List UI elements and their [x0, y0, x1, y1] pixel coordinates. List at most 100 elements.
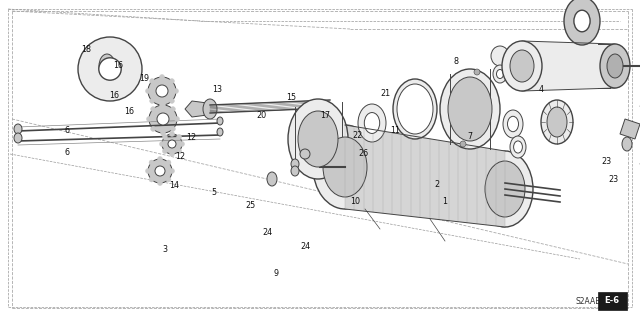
Text: 2: 2: [434, 180, 439, 189]
Ellipse shape: [166, 177, 171, 182]
Ellipse shape: [99, 54, 115, 78]
Ellipse shape: [150, 107, 156, 112]
Ellipse shape: [159, 142, 164, 146]
Ellipse shape: [170, 168, 175, 174]
Ellipse shape: [393, 79, 437, 139]
Text: 24: 24: [301, 242, 311, 251]
Ellipse shape: [163, 149, 168, 153]
Ellipse shape: [157, 113, 169, 125]
Text: 11: 11: [390, 126, 401, 135]
Ellipse shape: [177, 134, 182, 139]
Ellipse shape: [541, 100, 573, 144]
Ellipse shape: [510, 50, 534, 82]
Ellipse shape: [99, 58, 121, 80]
Ellipse shape: [157, 157, 163, 161]
Ellipse shape: [291, 159, 299, 169]
Ellipse shape: [477, 151, 533, 227]
Ellipse shape: [440, 69, 500, 149]
Ellipse shape: [148, 77, 176, 105]
FancyBboxPatch shape: [598, 292, 627, 309]
Ellipse shape: [150, 78, 155, 84]
Ellipse shape: [217, 117, 223, 125]
Ellipse shape: [564, 0, 600, 45]
Ellipse shape: [145, 88, 150, 93]
Text: 3: 3: [163, 245, 168, 254]
Ellipse shape: [493, 65, 507, 83]
Ellipse shape: [514, 141, 522, 153]
Ellipse shape: [168, 140, 176, 148]
Ellipse shape: [161, 102, 166, 108]
Polygon shape: [185, 101, 215, 117]
Ellipse shape: [170, 152, 175, 157]
Text: 17: 17: [320, 111, 330, 120]
Ellipse shape: [497, 70, 504, 78]
Text: 24: 24: [262, 228, 273, 237]
Ellipse shape: [403, 93, 427, 125]
Text: 6: 6: [65, 148, 70, 157]
Text: 7: 7: [468, 132, 473, 141]
Ellipse shape: [491, 46, 509, 66]
Ellipse shape: [364, 113, 380, 133]
Ellipse shape: [607, 54, 623, 78]
Text: 5: 5: [212, 188, 217, 197]
Text: 10: 10: [350, 197, 360, 206]
Ellipse shape: [179, 142, 184, 146]
Ellipse shape: [149, 177, 154, 182]
Text: 12: 12: [175, 152, 186, 161]
Polygon shape: [345, 125, 505, 227]
Ellipse shape: [485, 161, 525, 217]
Ellipse shape: [14, 133, 22, 143]
Ellipse shape: [173, 88, 179, 93]
Ellipse shape: [574, 10, 590, 32]
Ellipse shape: [14, 124, 22, 134]
Ellipse shape: [170, 131, 175, 137]
Ellipse shape: [510, 136, 526, 158]
Ellipse shape: [166, 160, 171, 165]
Text: 15: 15: [286, 93, 296, 102]
Text: 23: 23: [608, 175, 618, 184]
Text: 16: 16: [109, 91, 119, 100]
Text: E-6: E-6: [604, 296, 620, 305]
Ellipse shape: [203, 99, 217, 119]
Text: 13: 13: [212, 85, 223, 94]
Text: 19: 19: [139, 74, 149, 83]
Ellipse shape: [323, 137, 367, 197]
Ellipse shape: [78, 37, 142, 101]
Polygon shape: [522, 41, 615, 91]
Text: 12: 12: [186, 133, 196, 142]
Ellipse shape: [148, 159, 172, 183]
Ellipse shape: [448, 77, 492, 141]
Ellipse shape: [508, 116, 518, 132]
Text: 25: 25: [246, 201, 256, 210]
Text: 18: 18: [81, 45, 92, 54]
Ellipse shape: [170, 98, 174, 103]
Text: 4: 4: [538, 85, 543, 94]
Ellipse shape: [460, 141, 466, 147]
Ellipse shape: [156, 85, 168, 97]
Text: 16: 16: [124, 107, 134, 116]
Ellipse shape: [170, 126, 175, 131]
Ellipse shape: [397, 84, 433, 134]
Text: 22: 22: [352, 131, 362, 140]
Ellipse shape: [291, 166, 299, 176]
Ellipse shape: [150, 98, 155, 103]
Ellipse shape: [175, 116, 179, 122]
Ellipse shape: [502, 41, 542, 91]
Ellipse shape: [267, 172, 277, 186]
Ellipse shape: [298, 111, 338, 167]
Text: 14: 14: [169, 181, 179, 190]
Ellipse shape: [155, 166, 165, 176]
Text: 23: 23: [602, 157, 612, 166]
Ellipse shape: [147, 116, 152, 122]
Ellipse shape: [159, 102, 164, 108]
Text: 20: 20: [256, 111, 266, 120]
Ellipse shape: [159, 75, 164, 79]
Ellipse shape: [358, 104, 386, 142]
Text: 9: 9: [274, 269, 279, 278]
Text: 26: 26: [358, 149, 369, 158]
Text: 6: 6: [65, 126, 70, 135]
Text: 21: 21: [380, 89, 390, 98]
Ellipse shape: [217, 128, 223, 136]
Ellipse shape: [547, 107, 567, 137]
Text: S2AAE0710A: S2AAE0710A: [575, 296, 625, 306]
